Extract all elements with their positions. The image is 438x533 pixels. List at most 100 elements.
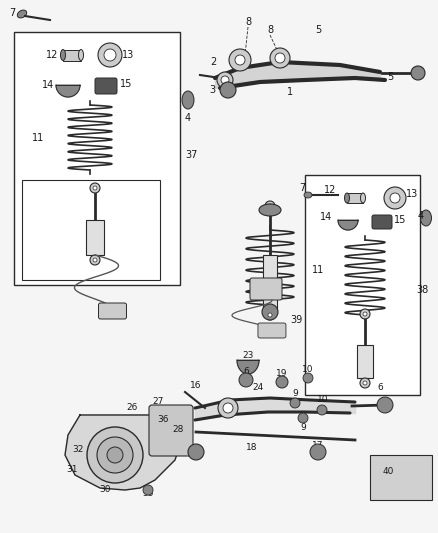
Text: 2: 2 — [210, 57, 216, 67]
Text: 19: 19 — [276, 368, 288, 377]
Circle shape — [363, 381, 367, 385]
Text: 31: 31 — [66, 465, 78, 474]
FancyBboxPatch shape — [372, 215, 392, 229]
Text: 37: 37 — [186, 150, 198, 160]
Text: 13: 13 — [406, 189, 418, 199]
Text: 15: 15 — [120, 79, 132, 89]
Circle shape — [107, 447, 123, 463]
Text: 15: 15 — [394, 215, 406, 225]
FancyBboxPatch shape — [95, 78, 117, 94]
Bar — [370, 455, 432, 500]
Text: 12: 12 — [46, 50, 58, 60]
Text: 13: 13 — [122, 50, 134, 60]
Circle shape — [290, 398, 300, 408]
Circle shape — [218, 398, 238, 418]
Text: 8: 8 — [267, 25, 273, 35]
Text: 11: 11 — [32, 133, 44, 143]
Bar — [14, 32, 180, 285]
Circle shape — [188, 444, 204, 460]
Circle shape — [377, 397, 393, 413]
FancyBboxPatch shape — [99, 303, 127, 319]
Polygon shape — [65, 415, 185, 490]
Circle shape — [220, 82, 236, 98]
Text: 39: 39 — [290, 315, 302, 325]
Ellipse shape — [60, 50, 66, 61]
Circle shape — [229, 49, 251, 71]
FancyBboxPatch shape — [258, 323, 286, 338]
Text: 10: 10 — [317, 395, 329, 405]
Text: 32: 32 — [72, 446, 84, 455]
Text: 10: 10 — [302, 366, 314, 375]
Ellipse shape — [360, 193, 365, 203]
Circle shape — [239, 373, 253, 387]
Circle shape — [104, 49, 116, 61]
Text: 7: 7 — [299, 183, 305, 193]
Circle shape — [317, 405, 327, 415]
Circle shape — [363, 312, 367, 316]
Circle shape — [235, 55, 245, 65]
Ellipse shape — [182, 91, 194, 109]
Ellipse shape — [420, 210, 431, 226]
Text: 28: 28 — [172, 425, 184, 434]
Circle shape — [390, 193, 400, 203]
Text: 38: 38 — [416, 285, 428, 295]
Text: 5: 5 — [387, 72, 393, 82]
Circle shape — [310, 444, 326, 460]
Circle shape — [98, 43, 122, 67]
Bar — [22, 180, 160, 280]
Text: 7: 7 — [9, 8, 15, 18]
Text: 20: 20 — [182, 421, 194, 430]
Text: 9: 9 — [292, 389, 298, 398]
Ellipse shape — [78, 50, 84, 61]
Text: 36: 36 — [157, 416, 169, 424]
Text: 35: 35 — [142, 489, 154, 497]
Circle shape — [93, 258, 97, 262]
Circle shape — [143, 485, 153, 495]
Text: 17: 17 — [312, 440, 324, 449]
Text: 3: 3 — [209, 85, 215, 95]
Circle shape — [411, 66, 425, 80]
Ellipse shape — [304, 192, 312, 198]
Circle shape — [262, 304, 278, 320]
Circle shape — [265, 310, 275, 320]
FancyBboxPatch shape — [250, 278, 282, 300]
Ellipse shape — [18, 10, 27, 18]
Circle shape — [275, 53, 285, 63]
Circle shape — [268, 204, 272, 208]
Bar — [305, 175, 420, 395]
Text: 16: 16 — [190, 381, 202, 390]
Bar — [63, 50, 81, 61]
Text: 6: 6 — [377, 384, 383, 392]
Bar — [347, 193, 363, 203]
Circle shape — [97, 437, 133, 473]
Text: 18: 18 — [246, 443, 258, 453]
Bar — [263, 255, 277, 310]
Circle shape — [303, 373, 313, 383]
Circle shape — [87, 427, 143, 483]
Bar — [86, 220, 104, 255]
Circle shape — [298, 413, 308, 423]
Text: 11: 11 — [312, 265, 324, 275]
Text: 6: 6 — [243, 367, 249, 376]
Text: 26: 26 — [126, 403, 138, 413]
Bar — [357, 345, 373, 378]
Text: 4: 4 — [185, 113, 191, 123]
Circle shape — [217, 72, 233, 88]
Circle shape — [360, 378, 370, 388]
Circle shape — [223, 403, 233, 413]
Circle shape — [265, 201, 275, 211]
Text: 23: 23 — [242, 351, 254, 359]
Circle shape — [221, 76, 229, 84]
Text: 24: 24 — [252, 384, 264, 392]
Text: 9: 9 — [300, 423, 306, 432]
Text: 8: 8 — [245, 17, 251, 27]
Circle shape — [360, 309, 370, 319]
Text: 22: 22 — [191, 446, 201, 455]
Text: 4: 4 — [418, 211, 424, 221]
Polygon shape — [237, 360, 259, 374]
Polygon shape — [56, 85, 80, 97]
Ellipse shape — [345, 193, 350, 203]
Text: 14: 14 — [42, 80, 54, 90]
Circle shape — [93, 186, 97, 190]
Circle shape — [384, 187, 406, 209]
